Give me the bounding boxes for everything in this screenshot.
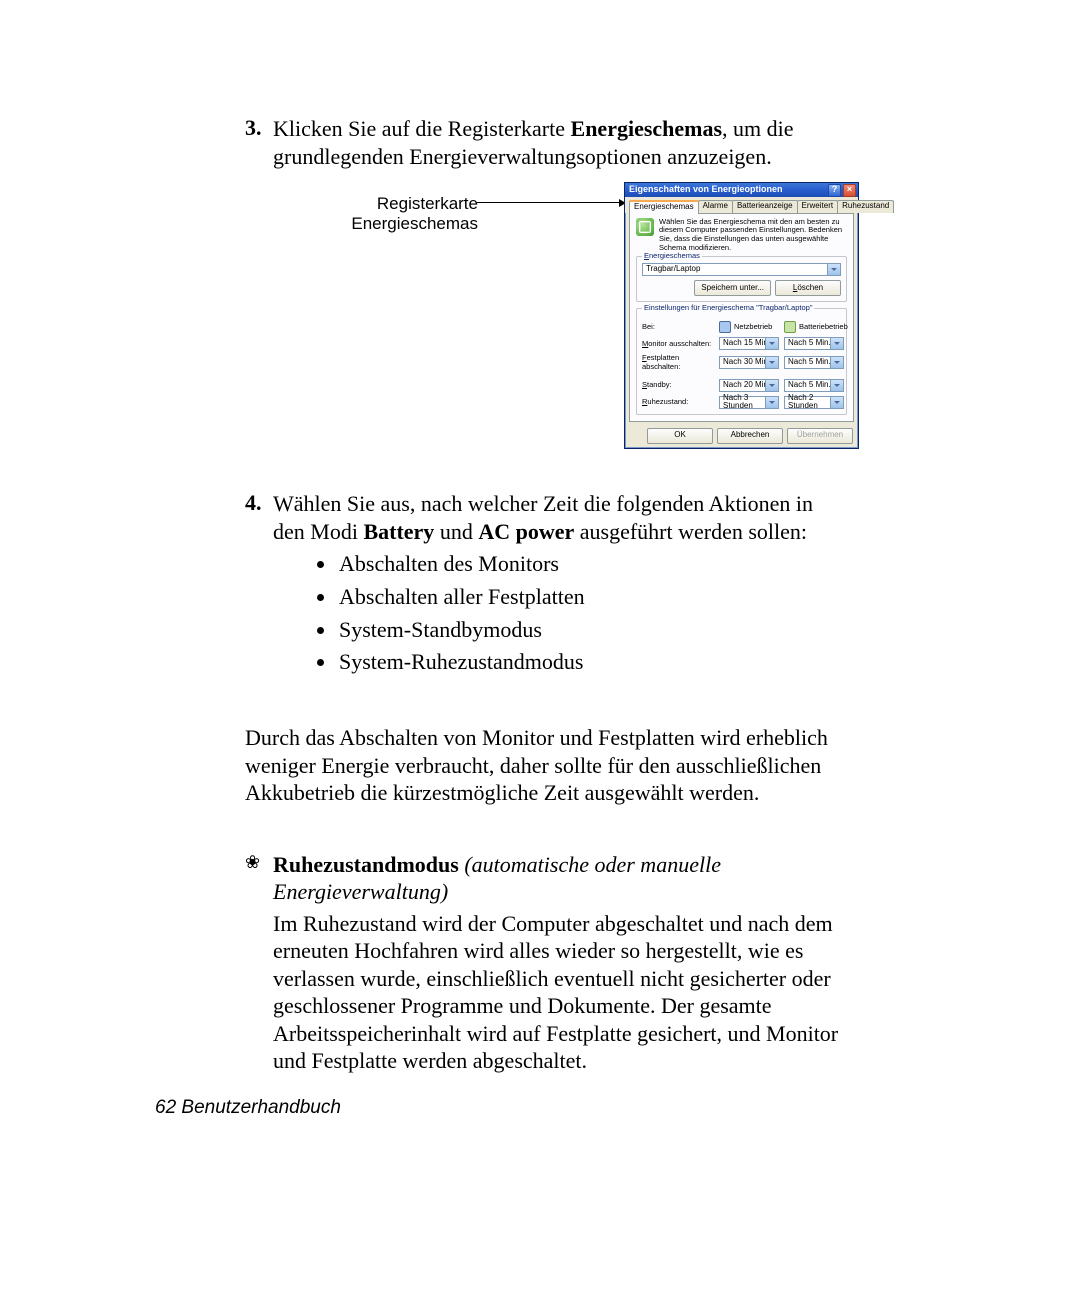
flower-icon: ❀: [245, 851, 273, 906]
bullet-item: Abschalten aller Festplatten: [337, 582, 850, 613]
label-bei: Bei:: [642, 323, 714, 331]
chevron-down-icon: [765, 380, 778, 391]
hibernate-dc-select[interactable]: Nach 2 Stunden: [784, 396, 844, 409]
tab-batterieanzeige[interactable]: Batterieanzeige: [732, 200, 798, 213]
monitor-dc-select[interactable]: Nach 5 Min.: [784, 337, 844, 350]
settings-fieldset: Einstellungen für Energieschema "Tragbar…: [636, 308, 847, 415]
bullet-item: System-Standbymodus: [337, 615, 850, 646]
intro-block: Wählen Sie das Energieschema mit den am …: [636, 218, 847, 253]
xp-dialog: Eigenschaften von Energieoptionen ? × En…: [624, 182, 859, 449]
paragraph-energy: Durch das Abschalten von Monitor und Fes…: [245, 724, 850, 807]
step-4-bullets: Abschalten des Monitors Abschalten aller…: [273, 549, 850, 678]
chevron-down-icon: [830, 380, 843, 391]
row-hibernate-label: Ruhezustand:: [642, 398, 714, 406]
standby-dc-select[interactable]: Nach 5 Min.: [784, 379, 844, 392]
section-hibernate: ❀ Ruhezustandmodus (automatische oder ma…: [245, 851, 850, 906]
cancel-button[interactable]: Abbrechen: [717, 428, 783, 444]
section-title-bold: Ruhezustandmodus: [273, 852, 459, 877]
step-3-text: Klicken Sie auf die Registerkarte Energi…: [273, 115, 850, 170]
bullet-item: Abschalten des Monitors: [337, 549, 850, 580]
tab-strip: Energieschemas Alarme Batterieanzeige Er…: [625, 197, 858, 213]
row-monitor-label: Monitor ausschalten:: [642, 340, 714, 348]
tab-erweitert[interactable]: Erweitert: [797, 200, 839, 213]
save-as-button[interactable]: Speichern unter...: [694, 280, 771, 296]
chevron-down-icon: [830, 397, 843, 408]
page: 3. Klicken Sie auf die Registerkarte Ene…: [0, 0, 1080, 1309]
section-hibernate-body: Im Ruhezustand wird der Computer abgesch…: [245, 910, 850, 1075]
apply-button[interactable]: Übernehmen: [787, 428, 853, 444]
plug-icon: [719, 321, 731, 333]
row-standby-label: Standby:: [642, 381, 714, 389]
dialog-footer: OK Abbrechen Übernehmen: [625, 425, 858, 448]
chevron-down-icon: [765, 338, 778, 349]
row-disk-label: Festplatten abschalten:: [642, 354, 714, 371]
battery-icon: [784, 321, 796, 333]
power-plan-icon: [636, 218, 654, 236]
tab-ruhezustand[interactable]: Ruhezustand: [837, 200, 894, 213]
col-net-header: Netzbetrieb: [719, 321, 779, 333]
step-3: 3. Klicken Sie auf die Registerkarte Ene…: [245, 115, 850, 170]
tab-alarme[interactable]: Alarme: [698, 200, 733, 213]
scheme-select[interactable]: Tragbar/Laptop: [642, 263, 841, 276]
step-4-number: 4.: [245, 490, 273, 688]
schemes-fieldset: Energieschemas Tragbar/Laptop Speichern …: [636, 256, 847, 302]
dialog-title: Eigenschaften von Energieoptionen: [629, 185, 783, 195]
schemes-legend: Energieschemas: [642, 252, 702, 260]
tab-energieschemas[interactable]: Energieschemas: [629, 200, 699, 214]
settings-legend: Einstellungen für Energieschema "Tragbar…: [642, 304, 814, 312]
tab-panel: Wählen Sie das Energieschema mit den am …: [629, 213, 854, 422]
callout-arrow: [477, 202, 625, 203]
close-button[interactable]: ×: [843, 184, 856, 197]
monitor-ac-select[interactable]: Nach 15 Min.: [719, 337, 779, 350]
hibernate-ac-select[interactable]: Nach 3 Stunden: [719, 396, 779, 409]
callout-label: Registerkarte Energieschemas: [351, 194, 478, 233]
step-4: 4. Wählen Sie aus, nach welcher Zeit die…: [245, 490, 850, 688]
chevron-down-icon: [830, 357, 843, 368]
col-batt-header: Batteriebetrieb: [784, 321, 844, 333]
intro-text: Wählen Sie das Energieschema mit den am …: [659, 218, 847, 253]
help-button[interactable]: ?: [828, 184, 841, 197]
chevron-down-icon: [765, 397, 778, 408]
titlebar[interactable]: Eigenschaften von Energieoptionen ? ×: [625, 183, 858, 197]
chevron-down-icon: [830, 338, 843, 349]
bullet-item: System-Ruhezustandmodus: [337, 647, 850, 678]
disk-ac-select[interactable]: Nach 30 Min.: [719, 356, 779, 369]
step-4-text: Wählen Sie aus, nach welcher Zeit die fo…: [273, 490, 850, 688]
page-footer: 62 Benutzerhandbuch: [155, 1097, 341, 1119]
standby-ac-select[interactable]: Nach 20 Min.: [719, 379, 779, 392]
chevron-down-icon: [765, 357, 778, 368]
ok-button[interactable]: OK: [647, 428, 713, 444]
chevron-down-icon: [827, 264, 840, 275]
step-3-number: 3.: [245, 115, 273, 170]
delete-button[interactable]: Löschen: [775, 280, 841, 296]
disk-dc-select[interactable]: Nach 5 Min.: [784, 356, 844, 369]
dialog-figure: Registerkarte Energieschemas Eigenschaft…: [235, 182, 850, 472]
